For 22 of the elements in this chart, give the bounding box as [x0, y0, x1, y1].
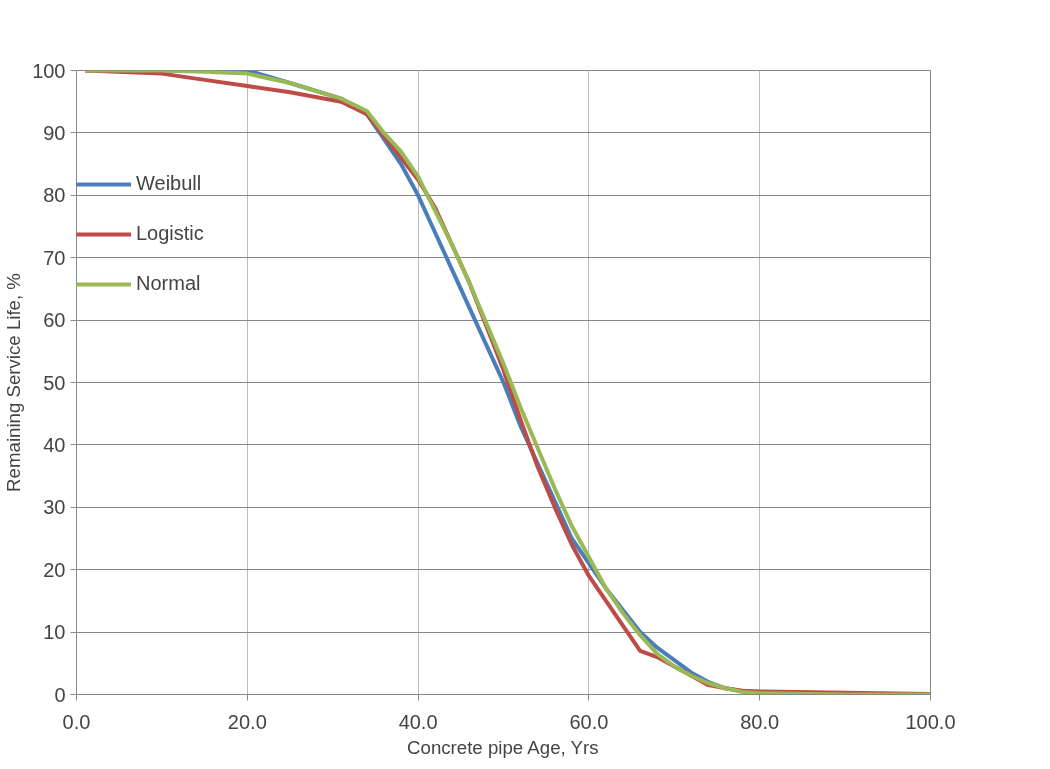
y-tick-label: 80 — [43, 184, 66, 207]
y-tick-label: 60 — [43, 309, 66, 332]
legend-label: Normal — [136, 272, 201, 295]
y-axis-title: Remaining Service Life, % — [3, 273, 25, 492]
y-tick-label: 90 — [43, 121, 66, 144]
x-tick-label: 80.0 — [740, 710, 780, 733]
y-tick-label: 0 — [54, 683, 66, 706]
legend-label: Weibull — [136, 172, 202, 195]
y-tick-label: 70 — [43, 246, 66, 269]
x-tick-label: 60.0 — [569, 710, 609, 733]
y-tick-label: 100 — [32, 59, 66, 82]
y-tick-label: 20 — [43, 558, 66, 581]
y-tick-label: 50 — [43, 371, 66, 394]
legend-label: Logistic — [136, 222, 204, 245]
y-tick-label: 40 — [43, 433, 66, 456]
x-axis-title: Concrete pipe Age, Yrs — [407, 736, 599, 758]
y-tick-label: 10 — [43, 621, 66, 644]
x-tick-label: 0.0 — [62, 710, 91, 733]
x-tick-label: 40.0 — [398, 710, 438, 733]
x-tick-label: 100.0 — [905, 710, 956, 733]
y-tick-label: 30 — [43, 496, 66, 519]
x-tick-label: 20.0 — [227, 710, 267, 733]
